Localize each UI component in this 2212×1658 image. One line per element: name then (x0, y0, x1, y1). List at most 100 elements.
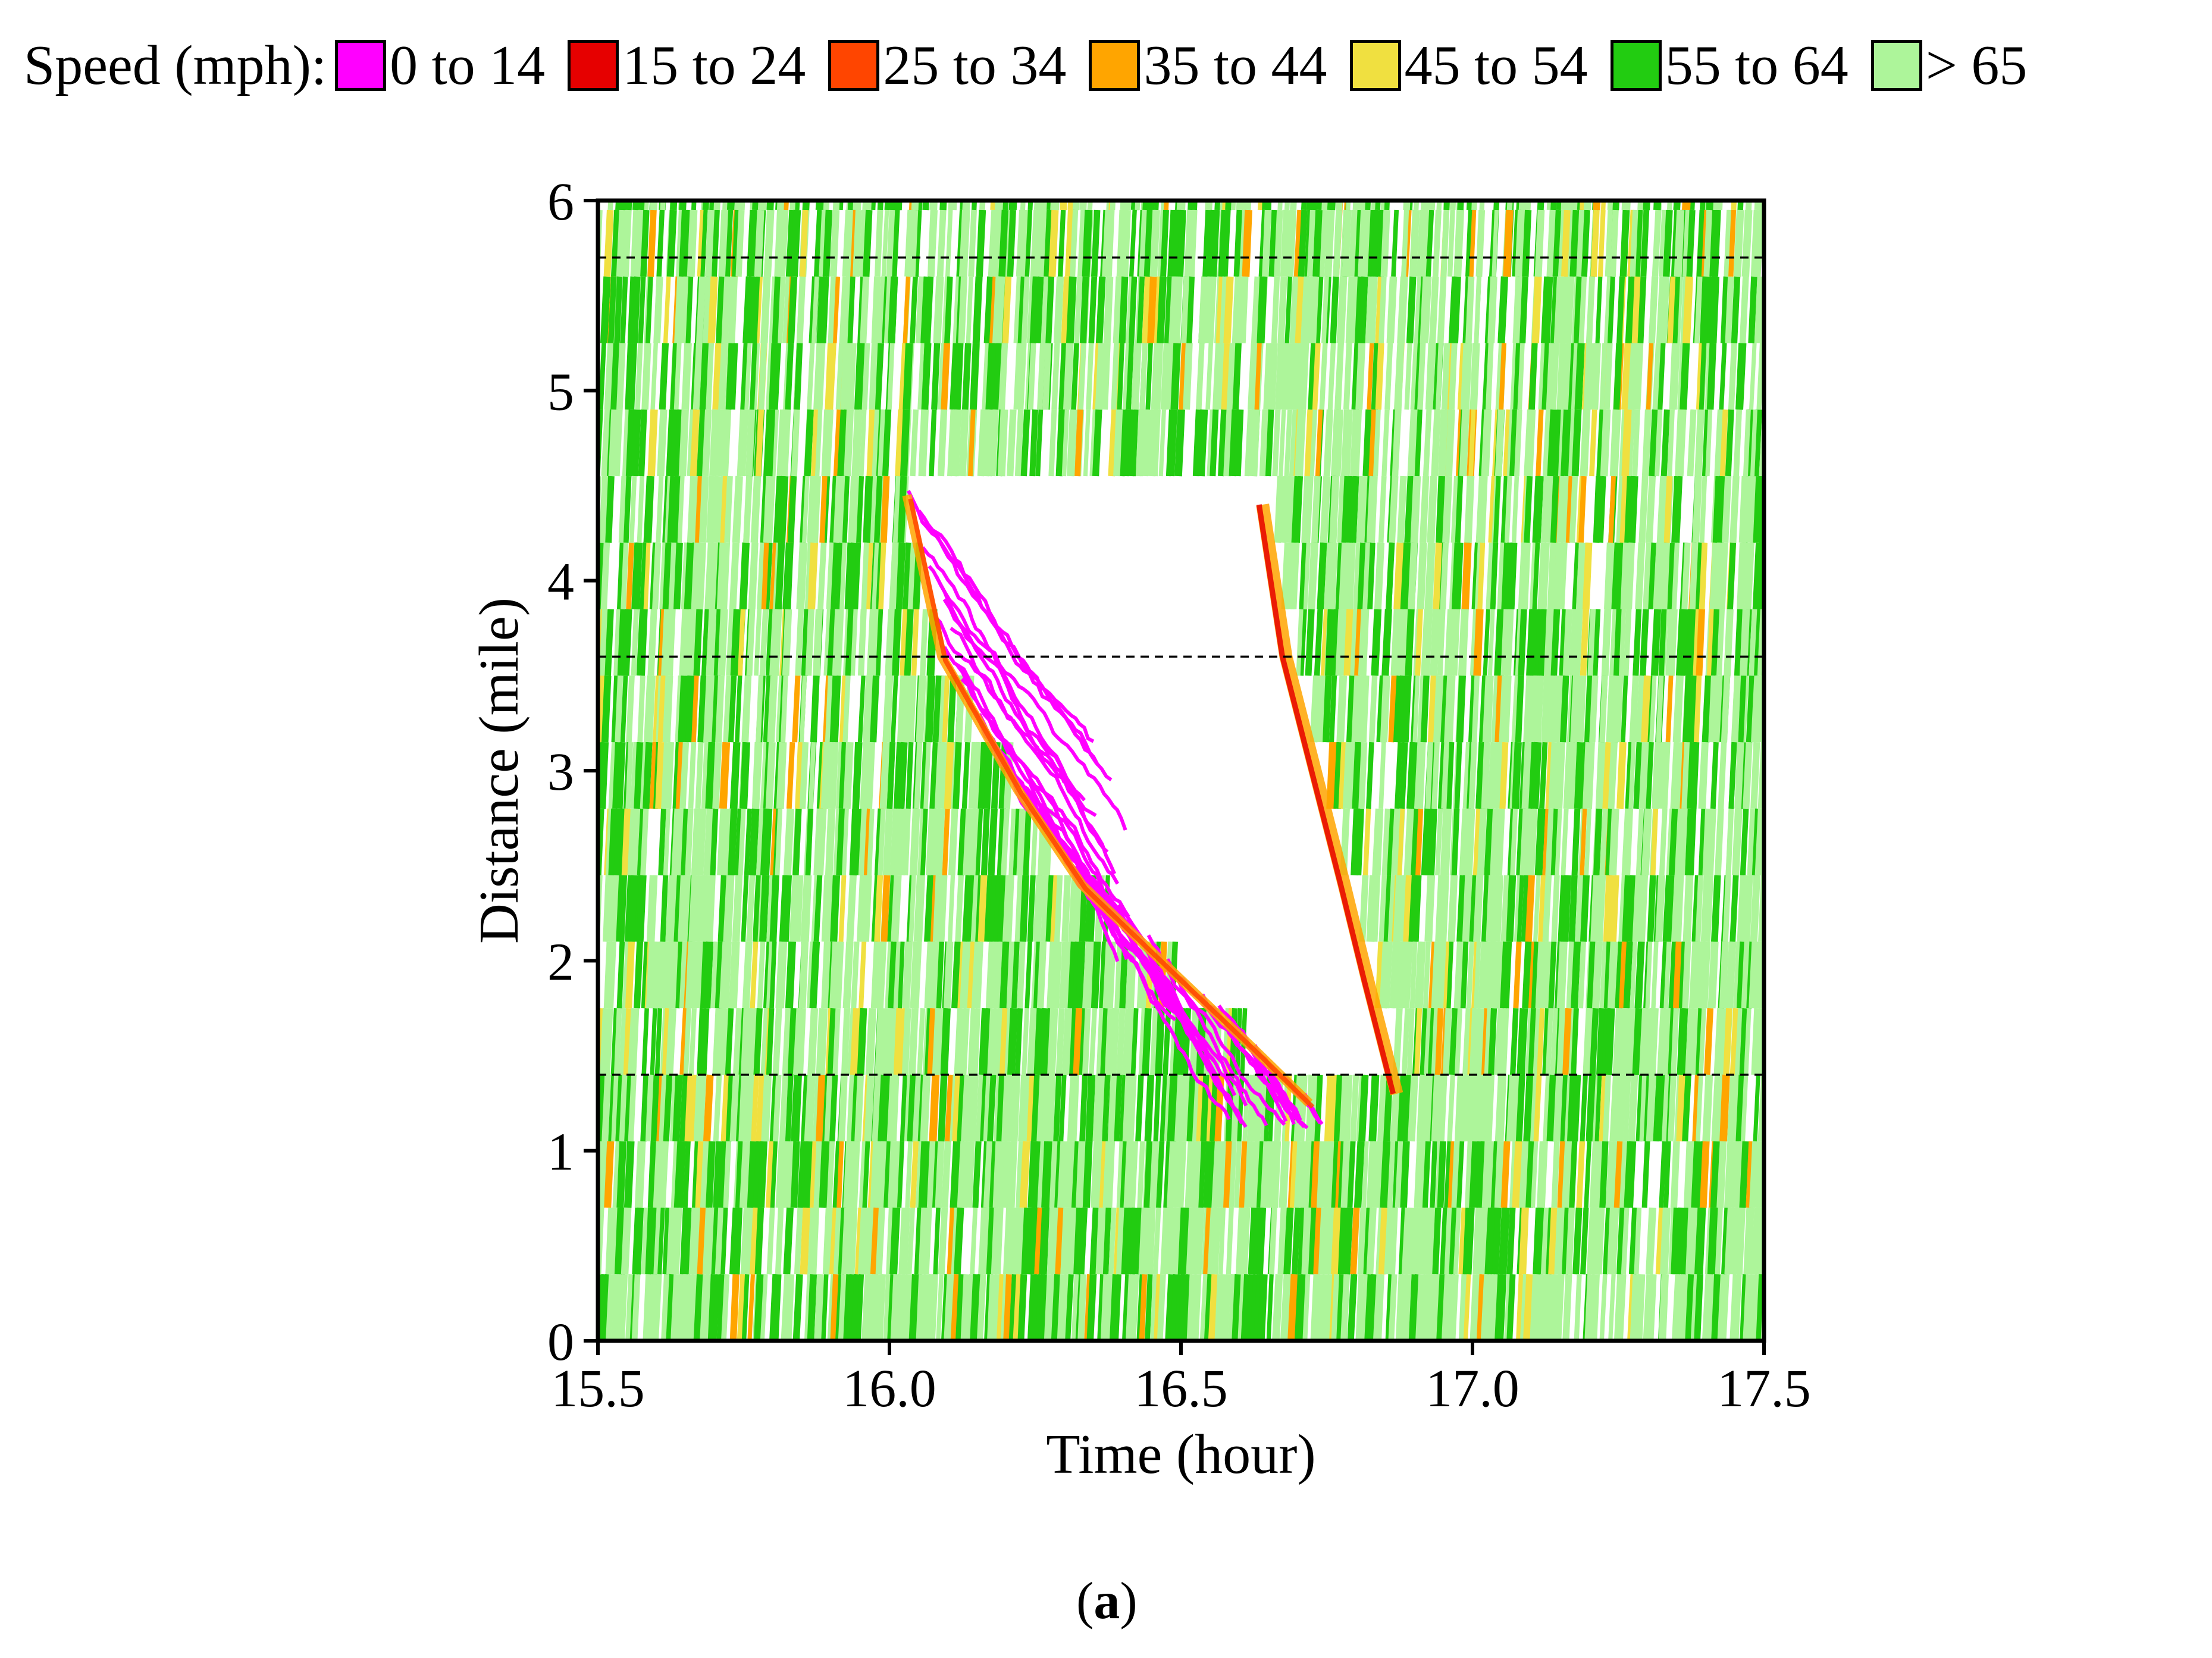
free-flow-trajectory (980, 1074, 989, 1141)
free-flow-trajectory (1141, 409, 1151, 477)
free-flow-trajectory (625, 1274, 634, 1341)
free-flow-trajectory (840, 343, 848, 410)
free-flow-trajectory (715, 675, 725, 743)
free-flow-trajectory (655, 1141, 666, 1208)
free-flow-trajectory (845, 609, 854, 676)
free-flow-trajectory (1775, 1008, 1778, 1075)
free-flow-trajectory (1516, 1274, 1527, 1341)
free-flow-trajectory (574, 1075, 577, 1141)
free-flow-trajectory (1100, 1008, 1108, 1075)
free-flow-trajectory (1778, 809, 1781, 875)
free-flow-trajectory (601, 675, 612, 743)
free-flow-trajectory (878, 1274, 886, 1341)
free-flow-trajectory (725, 209, 734, 277)
free-flow-trajectory (1503, 209, 1514, 277)
free-flow-trajectory (1362, 542, 1371, 609)
free-flow-trajectory (907, 542, 917, 609)
free-flow-trajectory (1580, 409, 1591, 477)
free-flow-trajectory (615, 675, 624, 743)
free-flow-trajectory (786, 742, 795, 809)
free-flow-trajectory (712, 475, 722, 543)
free-flow-trajectory (1663, 475, 1673, 543)
free-flow-trajectory (1730, 1274, 1741, 1341)
free-flow-trajectory (1455, 1074, 1464, 1141)
free-flow-trajectory (1324, 1074, 1333, 1141)
free-flow-trajectory (760, 276, 771, 343)
free-flow-trajectory (1324, 209, 1333, 277)
free-flow-trajectory (779, 209, 789, 277)
free-flow-trajectory (1120, 1141, 1128, 1208)
free-flow-trajectory (662, 675, 673, 743)
free-flow-trajectory (1092, 1141, 1104, 1208)
free-flow-trajectory (1426, 542, 1436, 609)
free-flow-trajectory (1336, 343, 1344, 410)
free-flow-trajectory (1551, 343, 1559, 410)
free-flow-trajectory (1468, 409, 1476, 477)
free-flow-trajectory (608, 1074, 616, 1141)
free-flow-trajectory (1633, 742, 1643, 809)
free-flow-trajectory (865, 1008, 874, 1075)
free-flow-trajectory (1613, 1274, 1622, 1341)
free-flow-trajectory (1342, 209, 1352, 277)
free-flow-trajectory (874, 1141, 883, 1208)
free-flow-trajectory (842, 475, 850, 543)
free-flow-trajectory (926, 1141, 936, 1208)
free-flow-trajectory (1735, 343, 1746, 410)
free-flow-trajectory (1635, 808, 1644, 875)
free-flow-trajectory (872, 1274, 882, 1341)
free-flow-trajectory (679, 1074, 690, 1141)
free-flow-trajectory (605, 475, 615, 543)
congested-trajectory (935, 575, 1127, 831)
free-flow-trajectory (835, 1274, 844, 1341)
free-flow-trajectory (1688, 1008, 1699, 1075)
free-flow-trajectory (914, 1207, 925, 1275)
free-flow-trajectory (1314, 1274, 1326, 1341)
free-flow-trajectory (1292, 343, 1301, 410)
free-flow-trajectory (810, 1207, 820, 1275)
free-flow-trajectory (613, 609, 622, 676)
free-flow-trajectory (1648, 542, 1657, 609)
free-flow-trajectory (1682, 1074, 1691, 1141)
free-flow-trajectory (1021, 1207, 1030, 1275)
free-flow-trajectory (772, 875, 779, 942)
free-flow-trajectory (1479, 808, 1487, 875)
free-flow-trajectory (889, 542, 900, 609)
free-flow-trajectory (1367, 542, 1376, 609)
free-flow-trajectory (1808, 210, 1811, 277)
free-flow-trajectory (924, 1008, 932, 1075)
free-flow-trajectory (1378, 276, 1387, 343)
free-flow-trajectory (1354, 742, 1363, 809)
free-flow-trajectory (1656, 1074, 1666, 1141)
free-flow-trajectory (1393, 675, 1403, 743)
free-flow-trajectory (1051, 1207, 1062, 1275)
free-flow-trajectory (598, 675, 600, 702)
free-flow-trajectory (1788, 609, 1791, 676)
free-flow-trajectory (1799, 675, 1801, 742)
free-flow-trajectory (1051, 1274, 1061, 1341)
free-flow-trajectory (1719, 542, 1728, 609)
free-flow-trajectory (1013, 1274, 1023, 1341)
free-flow-trajectory (678, 675, 688, 743)
free-flow-trajectory (1483, 941, 1493, 1009)
free-flow-trajectory (1339, 276, 1348, 343)
free-flow-trajectory (1625, 808, 1634, 875)
free-flow-trajectory (821, 941, 832, 1009)
free-flow-trajectory (1048, 209, 1057, 277)
free-flow-trajectory (1426, 1207, 1436, 1275)
free-flow-trajectory (1719, 1074, 1730, 1141)
free-flow-trajectory (1451, 1141, 1461, 1208)
free-flow-trajectory (1674, 209, 1685, 277)
free-flow-trajectory (1771, 941, 1774, 1008)
free-flow-trajectory (1658, 742, 1669, 809)
free-flow-trajectory (1708, 675, 1718, 743)
free-flow-trajectory (1710, 742, 1719, 809)
free-flow-trajectory (903, 343, 913, 410)
free-flow-trajectory (1018, 343, 1027, 410)
free-flow-trajectory (635, 209, 643, 277)
free-flow-trajectory (1045, 875, 1055, 942)
free-flow-trajectory (1147, 1207, 1156, 1275)
free-flow-trajectory (1411, 875, 1422, 942)
free-flow-trajectory (961, 343, 972, 410)
free-flow-trajectory (898, 343, 908, 410)
free-flow-trajectory (1132, 1274, 1139, 1341)
